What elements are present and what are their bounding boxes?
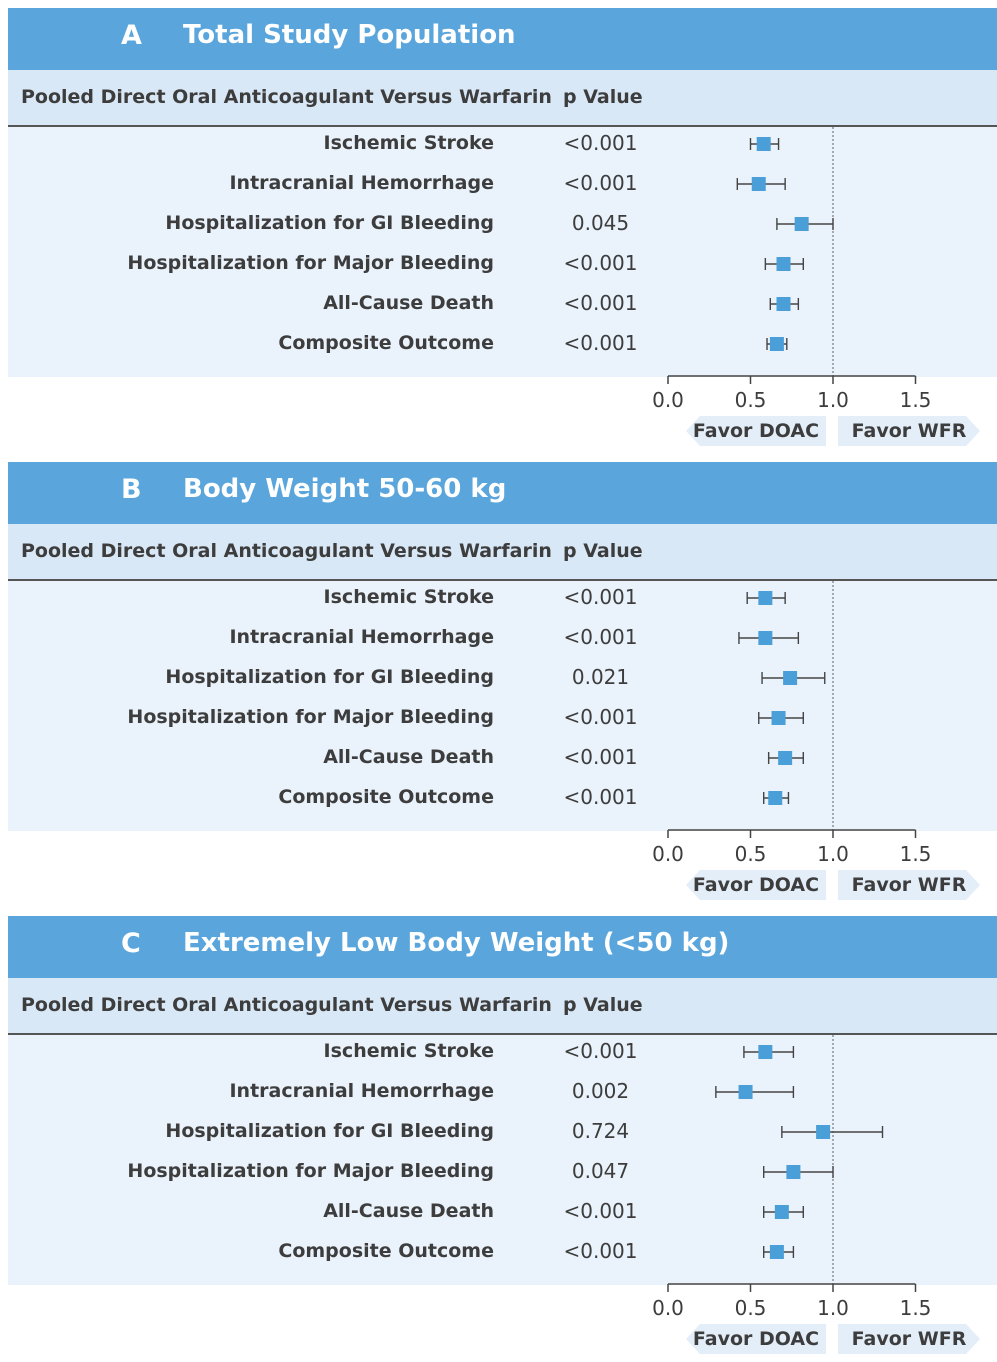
x-tick-label: 0.0: [652, 388, 684, 412]
row-label: Ischemic Stroke: [323, 586, 494, 608]
x-tick-label: 1.0: [817, 388, 849, 412]
rows-background: [8, 1035, 997, 1285]
point-estimate-marker: [756, 137, 771, 151]
p-value: <0.001: [563, 131, 638, 155]
comparison-label: Pooled Direct Oral Anticoagulant Versus …: [21, 540, 552, 562]
column-header: Pooled Direct Oral Anticoagulant Versus …: [8, 978, 997, 1035]
favor-doac-label: Favor DOAC: [686, 870, 826, 900]
row-label: Composite Outcome: [278, 786, 494, 808]
row-label: Hospitalization for GI Bleeding: [165, 1120, 494, 1142]
favor-wfr-label: Favor WFR: [838, 870, 980, 900]
panel-a: A Total Study Population Pooled Direct O…: [8, 8, 997, 454]
point-estimate-marker: [758, 591, 773, 605]
comparison-label: Pooled Direct Oral Anticoagulant Versus …: [21, 994, 552, 1016]
favor-wfr-label: Favor WFR: [838, 416, 980, 446]
p-value: <0.001: [563, 1039, 638, 1063]
p-value: <0.001: [563, 585, 638, 609]
row-label: All-Cause Death: [323, 746, 494, 768]
row-label: Hospitalization for Major Bleeding: [127, 706, 494, 728]
p-value: <0.001: [563, 171, 638, 195]
point-estimate-marker: [783, 671, 798, 685]
point-estimate-marker: [751, 177, 766, 191]
p-value: 0.045: [571, 211, 630, 235]
point-estimate-marker: [758, 1045, 773, 1059]
row-label: Ischemic Stroke: [323, 132, 494, 154]
p-value: <0.001: [563, 745, 638, 769]
p-value: <0.001: [563, 291, 638, 315]
row-label: All-Cause Death: [323, 292, 494, 314]
forest-plot: 0.0 0.5 1.0 1.5: [652, 1035, 932, 1320]
point-estimate-marker: [778, 751, 793, 765]
x-tick-label: 1.0: [817, 1296, 849, 1320]
comparison-label: Pooled Direct Oral Anticoagulant Versus …: [21, 86, 552, 108]
panel-title: Body Weight 50-60 kg: [183, 474, 507, 504]
favor-doac-label: Favor DOAC: [686, 416, 826, 446]
row-label: All-Cause Death: [323, 1200, 494, 1222]
favor-doac-label: Favor DOAC: [686, 1324, 826, 1354]
column-header: Pooled Direct Oral Anticoagulant Versus …: [8, 524, 997, 581]
rows-background: [8, 581, 997, 831]
point-estimate-marker: [786, 1165, 801, 1179]
point-estimate-marker: [768, 791, 783, 805]
panel-c: C Extremely Low Body Weight (<50 kg) Poo…: [8, 916, 997, 1362]
row-label: Hospitalization for GI Bleeding: [165, 212, 494, 234]
point-estimate-marker: [738, 1085, 753, 1099]
panel-title: Extremely Low Body Weight (<50 kg): [183, 928, 730, 958]
row-label: Intracranial Hemorrhage: [229, 172, 494, 194]
p-value: <0.001: [563, 785, 638, 809]
panel-b: B Body Weight 50-60 kg Pooled Direct Ora…: [8, 462, 997, 908]
point-estimate-marker: [794, 217, 809, 231]
row-label: Ischemic Stroke: [323, 1040, 494, 1062]
p-value: <0.001: [563, 625, 638, 649]
point-estimate-marker: [774, 1205, 789, 1219]
rows-background: [8, 127, 997, 377]
p-value: <0.001: [563, 251, 638, 275]
point-estimate-marker: [771, 711, 786, 725]
point-estimate-marker: [769, 337, 784, 351]
row-label: Hospitalization for Major Bleeding: [127, 1160, 494, 1182]
x-tick-label: 1.5: [900, 842, 932, 866]
point-estimate-marker: [758, 631, 773, 645]
column-header: Pooled Direct Oral Anticoagulant Versus …: [8, 70, 997, 127]
p-value: <0.001: [563, 705, 638, 729]
panel-letter: A: [121, 20, 142, 51]
panel-title: Total Study Population: [183, 20, 516, 50]
x-tick-label: 0.0: [652, 1296, 684, 1320]
row-label: Composite Outcome: [278, 1240, 494, 1262]
x-tick-label: 0.5: [735, 1296, 767, 1320]
forest-plot: 0.0 0.5 1.0 1.5: [652, 581, 932, 866]
x-tick-label: 0.5: [735, 388, 767, 412]
p-value-header: p Value: [563, 540, 643, 562]
row-label: Hospitalization for Major Bleeding: [127, 252, 494, 274]
p-value-header: p Value: [563, 86, 643, 108]
x-tick-label: 1.5: [900, 388, 932, 412]
panel-header: A Total Study Population: [8, 8, 997, 70]
x-tick-label: 1.5: [900, 1296, 932, 1320]
p-value-header: p Value: [563, 994, 643, 1016]
point-estimate-marker: [816, 1125, 831, 1139]
favor-wfr-label: Favor WFR: [838, 1324, 980, 1354]
row-label: Intracranial Hemorrhage: [229, 1080, 494, 1102]
forest-plot: 0.0 0.5 1.0 1.5: [652, 127, 932, 412]
panel-header: C Extremely Low Body Weight (<50 kg): [8, 916, 997, 978]
x-tick-label: 0.0: [652, 842, 684, 866]
p-value: <0.001: [563, 1199, 638, 1223]
row-label: Hospitalization for GI Bleeding: [165, 666, 494, 688]
x-tick-label: 0.5: [735, 842, 767, 866]
point-estimate-marker: [776, 297, 791, 311]
p-value: 0.047: [571, 1159, 630, 1183]
panel-letter: B: [121, 474, 142, 505]
p-value: 0.002: [571, 1079, 630, 1103]
x-tick-label: 1.0: [817, 842, 849, 866]
p-value: <0.001: [563, 1239, 638, 1263]
panel-letter: C: [121, 928, 141, 959]
p-value: 0.724: [571, 1119, 630, 1143]
row-label: Intracranial Hemorrhage: [229, 626, 494, 648]
p-value: <0.001: [563, 331, 638, 355]
panel-header: B Body Weight 50-60 kg: [8, 462, 997, 524]
row-label: Composite Outcome: [278, 332, 494, 354]
p-value: 0.021: [571, 665, 630, 689]
point-estimate-marker: [776, 257, 791, 271]
point-estimate-marker: [769, 1245, 784, 1259]
